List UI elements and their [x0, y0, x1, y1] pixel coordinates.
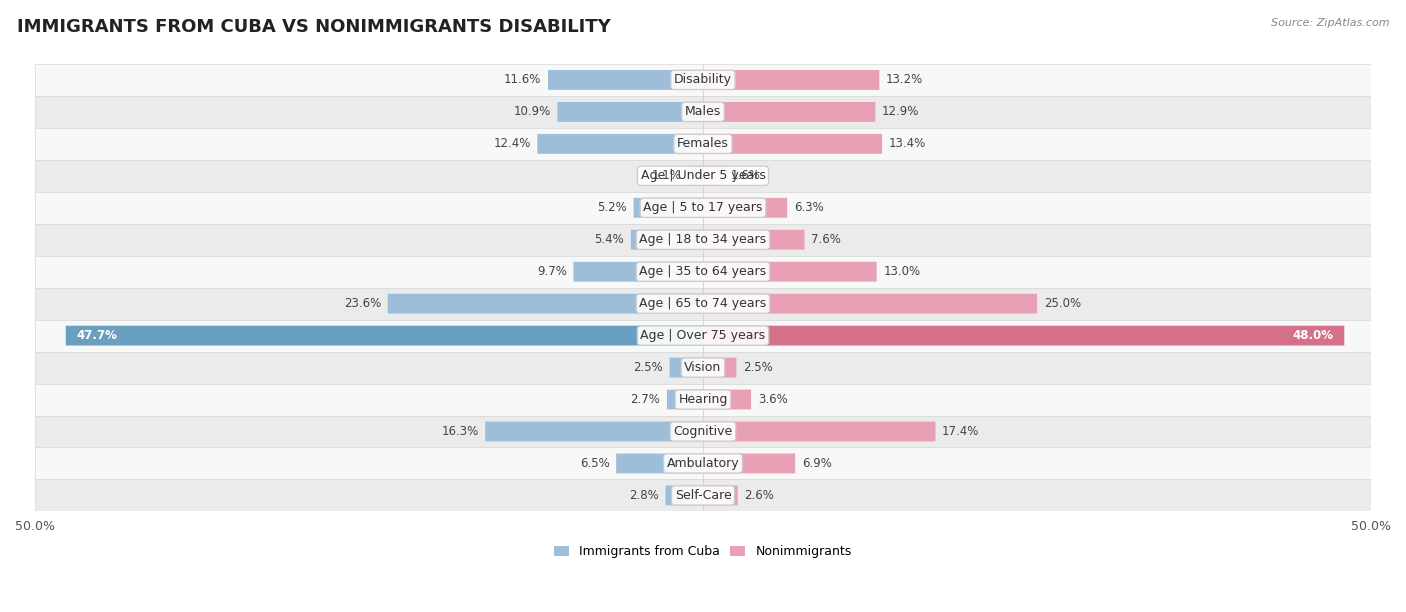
Text: Age | 5 to 17 years: Age | 5 to 17 years: [644, 201, 762, 214]
Text: Age | 65 to 74 years: Age | 65 to 74 years: [640, 297, 766, 310]
Text: Source: ZipAtlas.com: Source: ZipAtlas.com: [1271, 18, 1389, 28]
FancyBboxPatch shape: [703, 166, 724, 185]
Text: 12.4%: 12.4%: [494, 137, 530, 151]
FancyBboxPatch shape: [388, 294, 703, 313]
Text: 1.6%: 1.6%: [731, 170, 761, 182]
Text: 13.0%: 13.0%: [883, 265, 921, 278]
Text: 6.5%: 6.5%: [579, 457, 609, 470]
Text: Self-Care: Self-Care: [675, 489, 731, 502]
FancyBboxPatch shape: [703, 390, 751, 409]
Text: 13.2%: 13.2%: [886, 73, 924, 86]
Text: Hearing: Hearing: [678, 393, 728, 406]
FancyBboxPatch shape: [703, 134, 882, 154]
Text: 9.7%: 9.7%: [537, 265, 567, 278]
FancyBboxPatch shape: [537, 134, 703, 154]
Text: 2.6%: 2.6%: [744, 489, 775, 502]
Text: Age | 18 to 34 years: Age | 18 to 34 years: [640, 233, 766, 246]
Text: 2.8%: 2.8%: [628, 489, 659, 502]
FancyBboxPatch shape: [703, 102, 876, 122]
FancyBboxPatch shape: [634, 198, 703, 218]
Text: Females: Females: [678, 137, 728, 151]
FancyBboxPatch shape: [703, 198, 787, 218]
FancyBboxPatch shape: [703, 357, 737, 378]
Text: 6.9%: 6.9%: [801, 457, 832, 470]
Bar: [35, 384, 1371, 416]
Bar: [35, 288, 1371, 319]
FancyBboxPatch shape: [616, 453, 703, 473]
Legend: Immigrants from Cuba, Nonimmigrants: Immigrants from Cuba, Nonimmigrants: [550, 540, 856, 563]
Bar: [35, 64, 1371, 96]
FancyBboxPatch shape: [703, 485, 738, 506]
Bar: [35, 447, 1371, 479]
FancyBboxPatch shape: [557, 102, 703, 122]
Text: Ambulatory: Ambulatory: [666, 457, 740, 470]
Bar: [35, 128, 1371, 160]
Text: 10.9%: 10.9%: [513, 105, 551, 118]
FancyBboxPatch shape: [669, 357, 703, 378]
FancyBboxPatch shape: [703, 262, 877, 282]
FancyBboxPatch shape: [666, 390, 703, 409]
FancyBboxPatch shape: [703, 230, 804, 250]
Text: 2.5%: 2.5%: [744, 361, 773, 374]
Bar: [35, 319, 1371, 351]
Text: Age | Over 75 years: Age | Over 75 years: [641, 329, 765, 342]
Text: 5.2%: 5.2%: [598, 201, 627, 214]
Text: 6.3%: 6.3%: [794, 201, 824, 214]
FancyBboxPatch shape: [574, 262, 703, 282]
FancyBboxPatch shape: [665, 485, 703, 506]
Bar: [35, 479, 1371, 512]
Text: 2.7%: 2.7%: [630, 393, 661, 406]
Text: Males: Males: [685, 105, 721, 118]
Bar: [35, 416, 1371, 447]
Bar: [35, 192, 1371, 224]
FancyBboxPatch shape: [703, 326, 1344, 346]
Bar: [35, 160, 1371, 192]
Text: 11.6%: 11.6%: [503, 73, 541, 86]
FancyBboxPatch shape: [485, 422, 703, 441]
Text: 47.7%: 47.7%: [76, 329, 117, 342]
Text: Cognitive: Cognitive: [673, 425, 733, 438]
Text: 12.9%: 12.9%: [882, 105, 920, 118]
Bar: [35, 96, 1371, 128]
FancyBboxPatch shape: [631, 230, 703, 250]
FancyBboxPatch shape: [548, 70, 703, 90]
Text: Age | Under 5 years: Age | Under 5 years: [641, 170, 765, 182]
FancyBboxPatch shape: [703, 70, 879, 90]
Text: Vision: Vision: [685, 361, 721, 374]
Text: Age | 35 to 64 years: Age | 35 to 64 years: [640, 265, 766, 278]
Text: 1.1%: 1.1%: [652, 170, 682, 182]
Text: 2.5%: 2.5%: [633, 361, 662, 374]
Text: 13.4%: 13.4%: [889, 137, 927, 151]
FancyBboxPatch shape: [66, 326, 703, 346]
Bar: [35, 256, 1371, 288]
Text: IMMIGRANTS FROM CUBA VS NONIMMIGRANTS DISABILITY: IMMIGRANTS FROM CUBA VS NONIMMIGRANTS DI…: [17, 18, 610, 36]
FancyBboxPatch shape: [689, 166, 703, 185]
Text: 16.3%: 16.3%: [441, 425, 478, 438]
Bar: [35, 224, 1371, 256]
FancyBboxPatch shape: [703, 294, 1038, 313]
Text: 23.6%: 23.6%: [344, 297, 381, 310]
Bar: [35, 351, 1371, 384]
Text: 5.4%: 5.4%: [595, 233, 624, 246]
Text: 48.0%: 48.0%: [1292, 329, 1334, 342]
FancyBboxPatch shape: [703, 422, 935, 441]
Text: 7.6%: 7.6%: [811, 233, 841, 246]
Text: 17.4%: 17.4%: [942, 425, 980, 438]
Text: 25.0%: 25.0%: [1043, 297, 1081, 310]
FancyBboxPatch shape: [703, 453, 796, 473]
Text: Disability: Disability: [673, 73, 733, 86]
Text: 3.6%: 3.6%: [758, 393, 787, 406]
